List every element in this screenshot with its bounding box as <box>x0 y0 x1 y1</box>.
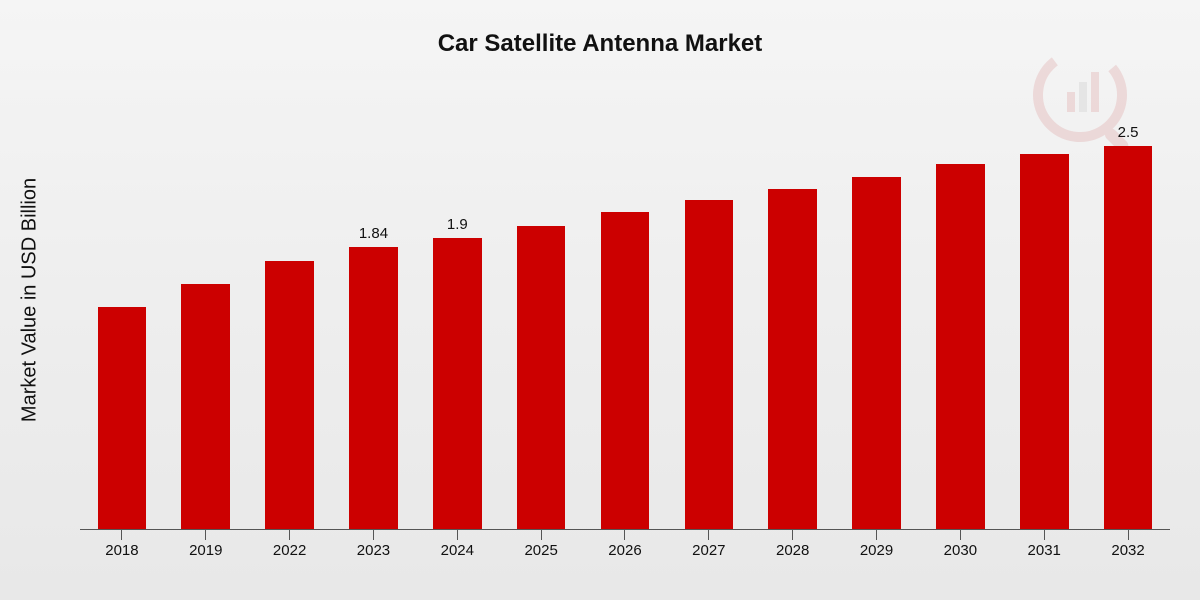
x-tick-mark <box>1044 530 1045 540</box>
bar <box>936 164 985 529</box>
bar-slot <box>499 100 583 529</box>
x-tick-label: 2031 <box>1028 542 1061 559</box>
x-tick-label: 2028 <box>776 542 809 559</box>
x-tick-label: 2029 <box>860 542 893 559</box>
bar <box>1020 154 1069 529</box>
plot-area: 1.84 1.9 2.5 <box>80 100 1170 530</box>
bar-slot <box>80 100 164 529</box>
bar-slot <box>667 100 751 529</box>
x-tick-label: 2032 <box>1111 542 1144 559</box>
bar-value-label: 1.84 <box>359 225 388 243</box>
bar-slot: 1.9 <box>415 100 499 529</box>
x-tick-mark <box>121 530 122 540</box>
bar <box>685 200 734 529</box>
x-tick-mark <box>792 530 793 540</box>
bar <box>181 284 230 529</box>
x-tick-mark <box>289 530 290 540</box>
x-tick-mark <box>876 530 877 540</box>
bar-slot <box>751 100 835 529</box>
bar-slot: 2.5 <box>1086 100 1170 529</box>
bar-value-label: 1.9 <box>447 216 468 234</box>
x-tick-label: 2027 <box>692 542 725 559</box>
bar-slot <box>1002 100 1086 529</box>
x-tick-label: 2019 <box>189 542 222 559</box>
bar <box>517 226 566 529</box>
bar <box>98 307 147 529</box>
bar-slot <box>835 100 919 529</box>
y-axis-label: Market Value in USD Billion <box>19 178 42 422</box>
x-tick-mark <box>205 530 206 540</box>
x-tick-label: 2025 <box>524 542 557 559</box>
bar <box>265 261 314 529</box>
x-tick-mark <box>624 530 625 540</box>
x-tick-mark <box>457 530 458 540</box>
x-tick-mark <box>708 530 709 540</box>
bar <box>349 247 398 529</box>
x-tick-mark <box>373 530 374 540</box>
bar-value-label: 2.5 <box>1118 124 1139 142</box>
x-tick-mark <box>1128 530 1129 540</box>
x-tick-label: 2022 <box>273 542 306 559</box>
x-tick-mark <box>960 530 961 540</box>
bar <box>601 212 650 529</box>
bar <box>1104 146 1153 529</box>
bar-slot: 1.84 <box>332 100 416 529</box>
bar-group: 1.84 1.9 2.5 <box>80 100 1170 529</box>
x-tick-mark <box>541 530 542 540</box>
bar-slot <box>164 100 248 529</box>
bar <box>768 189 817 529</box>
x-tick-label: 2018 <box>105 542 138 559</box>
bar <box>433 238 482 529</box>
bar-slot <box>918 100 1002 529</box>
x-tick-label: 2030 <box>944 542 977 559</box>
x-tick-label: 2026 <box>608 542 641 559</box>
chart-title: Car Satellite Antenna Market <box>0 30 1200 58</box>
chart-container: Car Satellite Antenna Market Market Valu… <box>0 0 1200 600</box>
bar-slot <box>248 100 332 529</box>
bar-slot <box>583 100 667 529</box>
bar <box>852 177 901 529</box>
x-tick-label: 2024 <box>441 542 474 559</box>
x-tick-label: 2023 <box>357 542 390 559</box>
